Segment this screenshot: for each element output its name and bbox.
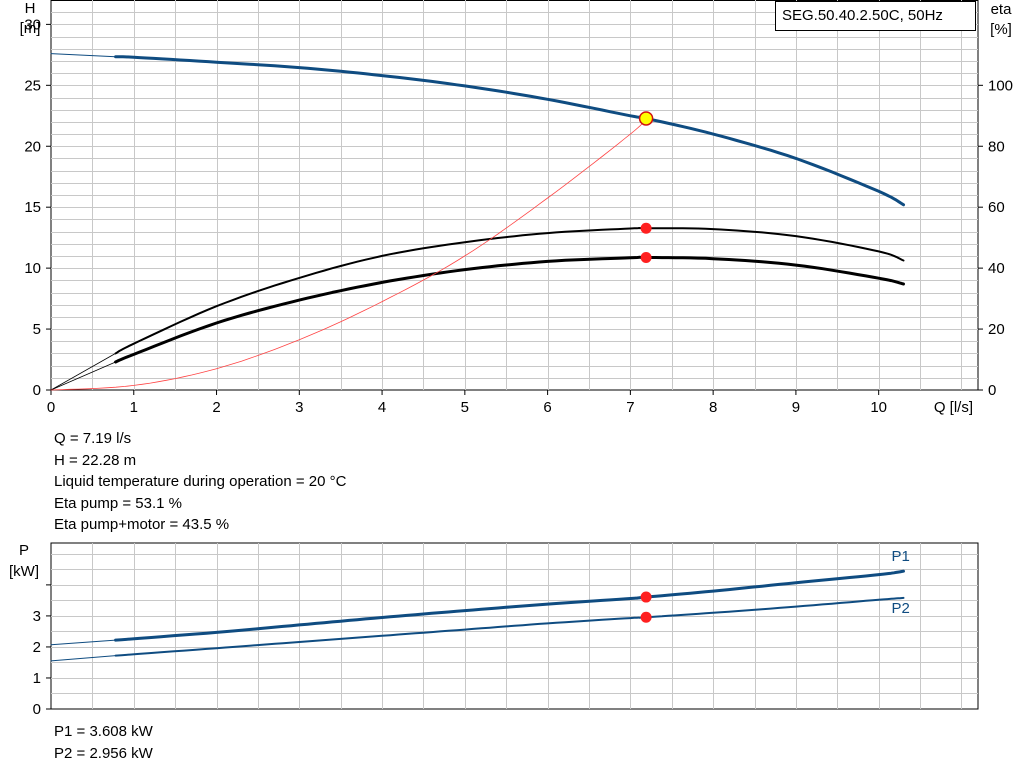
y-left-axis-unit: [m] bbox=[20, 20, 41, 37]
y-right-tick-label: 100 bbox=[988, 77, 1013, 94]
x-tick-label: 5 bbox=[461, 399, 469, 416]
x-tick-label: 10 bbox=[870, 399, 887, 416]
pump-model-text: SEG.50.40.2.50C, 50Hz bbox=[782, 7, 943, 24]
info-head: H = 22.28 m bbox=[54, 451, 137, 469]
duty-point-eta bbox=[640, 251, 652, 263]
x-axis-label: Q [l/s] bbox=[934, 399, 973, 416]
pump-model-label: SEG.50.40.2.50C, 50Hz bbox=[775, 1, 976, 31]
y-left-axis-label: H bbox=[25, 0, 36, 17]
series-eta-total bbox=[114, 255, 905, 364]
series-label-p2: P2 bbox=[892, 600, 910, 617]
x-tick-label: 9 bbox=[792, 399, 800, 416]
duty-point-power bbox=[640, 591, 652, 603]
series-head bbox=[114, 55, 905, 207]
p-axis-unit: [kW] bbox=[9, 563, 39, 580]
head-efficiency-plot: 0 1 2 3 4 5 6 7 8 9 10 Q [l/s] 0 5 10 15 20 25 30H [m] 0 20 40… bbox=[20, 0, 1013, 416]
p-tick-label: 0 bbox=[33, 701, 41, 718]
y-right-tick-label: 0 bbox=[988, 382, 996, 399]
x-tick-label: 2 bbox=[212, 399, 220, 416]
series-p2 bbox=[114, 596, 905, 657]
y-right-tick-label: 80 bbox=[988, 138, 1005, 155]
y-left-tick-label: 20 bbox=[24, 138, 41, 155]
x-tick-label: 8 bbox=[709, 399, 717, 416]
x-tick-label: 0 bbox=[47, 399, 55, 416]
power-plot: 0 1 2 3 P [kW] P1 P2 bbox=[9, 542, 979, 718]
info-eta-total: Eta pump+motor = 43.5 % bbox=[54, 516, 230, 533]
y-left-tick-label: 10 bbox=[24, 260, 41, 277]
y-right-tick-label: 40 bbox=[988, 260, 1005, 277]
p-tick-label: 3 bbox=[33, 608, 41, 625]
y-right-axis-unit: [%] bbox=[990, 21, 1012, 38]
p-tick-label: 1 bbox=[33, 670, 41, 687]
info-temperature: Liquid temperature during operation = 20… bbox=[54, 473, 347, 490]
series-p2-extrapolated bbox=[50, 655, 117, 662]
series-label-p1: P1 bbox=[892, 548, 910, 565]
y-left-tick-label: 5 bbox=[33, 321, 41, 338]
duty-point-head bbox=[638, 111, 654, 126]
duty-point-power bbox=[640, 611, 652, 623]
y-left-tick-label: 0 bbox=[33, 382, 41, 399]
series-p1 bbox=[114, 569, 905, 642]
series-eta-pump-extrapolated bbox=[50, 352, 116, 391]
y-right-tick-label: 20 bbox=[988, 321, 1005, 338]
y-left-tick-label: 25 bbox=[24, 77, 41, 94]
info-p2: P2 = 2.956 kW bbox=[54, 744, 153, 762]
info-p1: P1 = 3.608 kW bbox=[54, 723, 153, 740]
series-head-extrapolated bbox=[50, 53, 117, 58]
y-left-tick-label: 15 bbox=[24, 199, 41, 216]
x-tick-label: 1 bbox=[130, 399, 138, 416]
x-tick-label: 7 bbox=[626, 399, 634, 416]
x-tick-label: 4 bbox=[378, 399, 386, 416]
info-eta-pump: Eta pump = 53.1 % bbox=[54, 494, 182, 512]
p-tick-label: 2 bbox=[33, 639, 41, 656]
y-right-axis-label: eta bbox=[991, 1, 1013, 18]
series-eta-total-extrapolated bbox=[50, 361, 116, 391]
p-axis-label: P bbox=[19, 542, 29, 559]
series-eta-pump bbox=[114, 227, 905, 355]
power-point-info: P1 = 3.608 kW P2 = 2.956 kW bbox=[54, 721, 153, 764]
bottom-plot-frame bbox=[50, 542, 979, 710]
y-left-tick-label: 30 bbox=[24, 16, 41, 33]
operating-point-info: Q = 7.19 l/s H = 22.28 m Liquid temperat… bbox=[54, 428, 346, 536]
info-flow: Q = 7.19 l/s bbox=[54, 430, 132, 447]
x-tick-label: 3 bbox=[295, 399, 303, 416]
x-tick-label: 6 bbox=[543, 399, 551, 416]
series-p1-extrapolated bbox=[50, 639, 117, 646]
series-npsh-thin bbox=[50, 118, 647, 391]
duty-point-eta bbox=[640, 222, 652, 234]
y-right-tick-label: 60 bbox=[988, 199, 1005, 216]
